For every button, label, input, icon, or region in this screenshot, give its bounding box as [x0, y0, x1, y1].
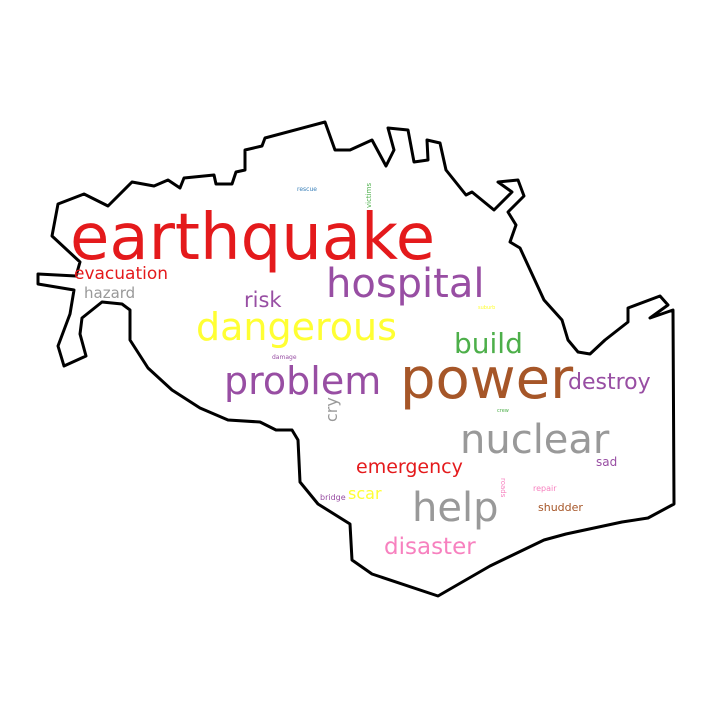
- word-sad: sad: [596, 455, 618, 469]
- word-repair: repair: [533, 484, 557, 493]
- word-problem: problem: [224, 359, 382, 403]
- word-power: power: [400, 347, 574, 412]
- region-boundary: [36, 120, 676, 598]
- word-dangerous: dangerous: [196, 305, 397, 349]
- word-damage: damage: [272, 354, 297, 361]
- word-help: help: [412, 485, 499, 531]
- word-risk: risk: [244, 288, 282, 312]
- word-hazard: hazard: [84, 284, 136, 302]
- word-rescue: rescue: [297, 186, 317, 193]
- word-bridge: bridge: [320, 493, 346, 502]
- word-emergency: emergency: [356, 456, 463, 478]
- word-shudder: shudder: [538, 501, 583, 514]
- word-evacuation: evacuation: [74, 264, 169, 284]
- word-destroy: destroy: [568, 370, 651, 395]
- word-roads: roads: [499, 478, 507, 498]
- word-crew: crew: [497, 408, 509, 414]
- word-disaster: disaster: [384, 534, 476, 560]
- word-cry: cry: [322, 397, 341, 422]
- word-nuclear: nuclear: [460, 417, 610, 463]
- word-victims: victims: [365, 182, 373, 208]
- word-hospital: hospital: [326, 261, 485, 307]
- word-scar: scar: [348, 484, 382, 503]
- word-earthquake: earthquake: [70, 201, 436, 275]
- word-build: build: [454, 327, 523, 360]
- word-suburb: suburb: [478, 305, 496, 311]
